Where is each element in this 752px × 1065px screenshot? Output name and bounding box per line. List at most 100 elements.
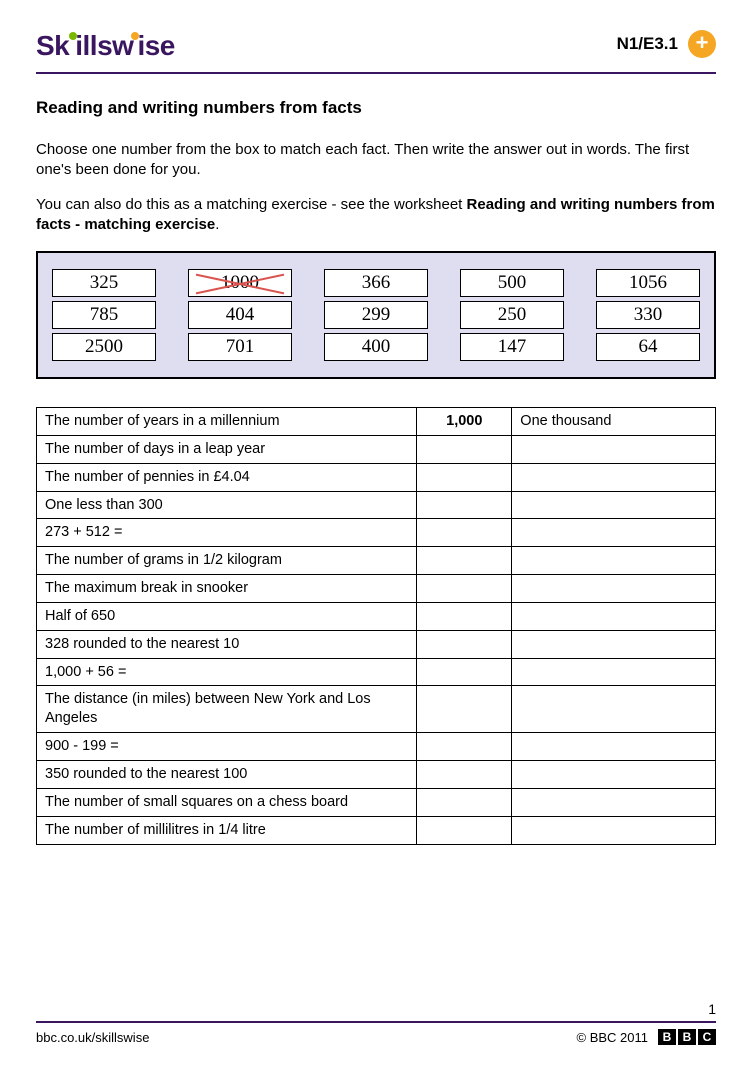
bbc-block: B (658, 1029, 676, 1045)
fact-cell: 350 rounded to the nearest 100 (37, 760, 417, 788)
word-answer-cell (512, 686, 716, 733)
logo-text-1: Sk (36, 30, 69, 62)
table-row: 328 rounded to the nearest 10 (37, 630, 716, 658)
fact-cell: 900 - 199 = (37, 733, 417, 761)
instructions-2-pre: You can also do this as a matching exerc… (36, 196, 467, 213)
number-cell: 250 (460, 301, 564, 329)
number-answer-cell (417, 733, 512, 761)
number-cell: 299 (324, 301, 428, 329)
number-answer-cell (417, 816, 512, 844)
table-row: Half of 650 (37, 602, 716, 630)
fact-cell: 1,000 + 56 = (37, 658, 417, 686)
fact-cell: 328 rounded to the nearest 10 (37, 630, 417, 658)
word-answer-cell (512, 519, 716, 547)
instructions-1: Choose one number from the box to match … (36, 140, 716, 181)
divider-top (36, 72, 716, 74)
number-cell: 1000 (188, 269, 292, 297)
header: Skillswise N1/E3.1 + (36, 30, 716, 62)
fact-cell: The distance (in miles) between New York… (37, 686, 417, 733)
footer-copyright: © BBC 2011 (577, 1030, 649, 1045)
word-answer-cell (512, 463, 716, 491)
page-number: 1 (36, 1001, 716, 1017)
number-answer-cell (417, 435, 512, 463)
table-row: 273 + 512 = (37, 519, 716, 547)
word-answer-cell (512, 760, 716, 788)
table-row: The number of days in a leap year (37, 435, 716, 463)
worksheet-code: N1/E3.1 (617, 34, 678, 54)
word-answer-cell (512, 788, 716, 816)
instructions-2-post: . (215, 216, 219, 233)
number-cell: 330 (596, 301, 700, 329)
number-cell: 64 (596, 333, 700, 361)
footer-right: © BBC 2011 BBC (577, 1029, 717, 1045)
footer: bbc.co.uk/skillswise © BBC 2011 BBC (36, 1029, 716, 1045)
number-cell: 404 (188, 301, 292, 329)
fact-cell: The number of grams in 1/2 kilogram (37, 547, 417, 575)
word-answer-cell (512, 575, 716, 603)
number-cell: 785 (52, 301, 156, 329)
number-choice-box: 3251000366500105678540429925033025007014… (36, 251, 716, 379)
number-cell: 500 (460, 269, 564, 297)
number-cell: 325 (52, 269, 156, 297)
word-answer-cell (512, 733, 716, 761)
divider-bottom (36, 1021, 716, 1023)
fact-cell: The number of days in a leap year (37, 435, 417, 463)
number-answer-cell: 1,000 (417, 408, 512, 436)
number-answer-cell (417, 491, 512, 519)
number-answer-cell (417, 630, 512, 658)
fact-cell: Half of 650 (37, 602, 417, 630)
word-answer-cell (512, 435, 716, 463)
word-answer-cell (512, 816, 716, 844)
bbc-block: C (698, 1029, 716, 1045)
plus-icon: + (688, 30, 716, 58)
logo-text-3: ise (137, 30, 174, 62)
fact-cell: The number of millilitres in 1/4 litre (37, 816, 417, 844)
number-row: 325 1000 366 500 1056 (52, 269, 700, 297)
number-cell: 366 (324, 269, 428, 297)
table-row: The distance (in miles) between New York… (37, 686, 716, 733)
fact-cell: 273 + 512 = (37, 519, 417, 547)
number-answer-cell (417, 575, 512, 603)
word-answer-cell (512, 658, 716, 686)
word-answer-cell (512, 491, 716, 519)
number-cell: 147 (460, 333, 564, 361)
instructions-2: You can also do this as a matching exerc… (36, 195, 716, 236)
page-title: Reading and writing numbers from facts (36, 98, 716, 118)
number-cell: 1056 (596, 269, 700, 297)
number-answer-cell (417, 788, 512, 816)
fact-cell: The number of small squares on a chess b… (37, 788, 417, 816)
number-cell: 701 (188, 333, 292, 361)
word-answer-cell (512, 602, 716, 630)
table-row: The number of small squares on a chess b… (37, 788, 716, 816)
fact-cell: One less than 300 (37, 491, 417, 519)
word-answer-cell (512, 630, 716, 658)
logo: Skillswise (36, 30, 175, 62)
number-answer-cell (417, 547, 512, 575)
number-answer-cell (417, 519, 512, 547)
table-row: 900 - 199 = (37, 733, 716, 761)
worksheet-page: Skillswise N1/E3.1 + Reading and writing… (0, 0, 752, 1065)
footer-url: bbc.co.uk/skillswise (36, 1030, 149, 1045)
table-row: The number of years in a millennium1,000… (37, 408, 716, 436)
bbc-block: B (678, 1029, 696, 1045)
word-answer-cell (512, 547, 716, 575)
number-row: 785 404 299 250 330 (52, 301, 700, 329)
table-row: The number of pennies in £4.04 (37, 463, 716, 491)
spacer (36, 845, 716, 1002)
fact-cell: The maximum break in snooker (37, 575, 417, 603)
logo-text-2: illsw (75, 30, 133, 62)
header-right: N1/E3.1 + (617, 30, 716, 58)
number-cell: 400 (324, 333, 428, 361)
number-row: 250070140014764 (52, 333, 700, 361)
number-answer-cell (417, 760, 512, 788)
table-row: The number of millilitres in 1/4 litre (37, 816, 716, 844)
table-row: The number of grams in 1/2 kilogram (37, 547, 716, 575)
number-answer-cell (417, 686, 512, 733)
fact-cell: The number of pennies in £4.04 (37, 463, 417, 491)
table-row: 350 rounded to the nearest 100 (37, 760, 716, 788)
number-answer-cell (417, 463, 512, 491)
table-row: 1,000 + 56 = (37, 658, 716, 686)
facts-table: The number of years in a millennium1,000… (36, 407, 716, 845)
bbc-logo: BBC (658, 1029, 716, 1045)
fact-cell: The number of years in a millennium (37, 408, 417, 436)
